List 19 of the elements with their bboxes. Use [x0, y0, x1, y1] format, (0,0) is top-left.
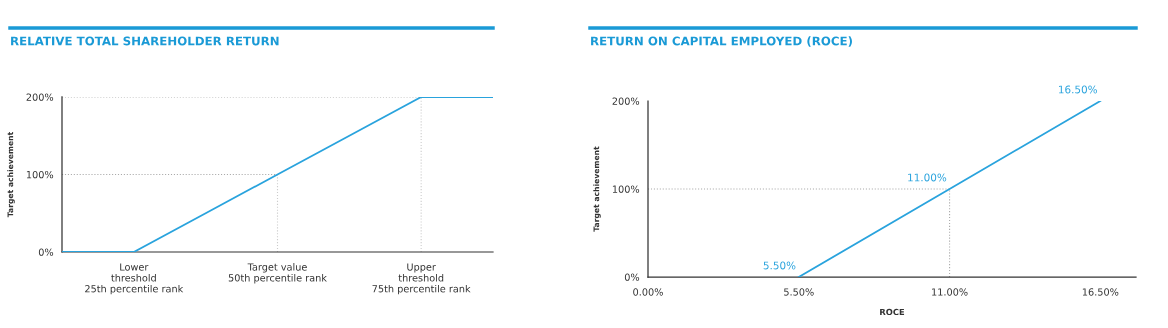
x-tick-label: Target value 50th percentile rank — [228, 263, 327, 284]
y-tick-label: 0% — [38, 248, 54, 256]
x-tick-label: 16.50% — [1082, 288, 1119, 296]
x-tick-label: 5.50% — [784, 288, 814, 296]
x-axis-title: ROCE — [880, 308, 905, 316]
x-tick-label: 0.00% — [633, 288, 663, 296]
x-tick-label: Upper threshold 75th percentile rank — [372, 263, 471, 295]
y-tick-label: 200% — [612, 97, 640, 105]
chart-title: RELATIVE TOTAL SHAREHOLDER RETURN — [11, 36, 279, 46]
y-tick-label: 100% — [612, 185, 640, 193]
x-tick-label: 11.00% — [932, 288, 968, 296]
line-series — [62, 97, 493, 252]
y-tick-label: 100% — [26, 170, 54, 179]
annotation: 16.50% — [1059, 85, 1098, 94]
y-tick-label: 200% — [26, 93, 54, 101]
x-tick-label: Lower threshold 25th percentile rank — [85, 263, 184, 295]
annotation: 11.00% — [908, 173, 947, 182]
y-tick-label: 0% — [624, 273, 640, 281]
chart-title: RETURN ON CAPITAL EMPLOYED (ROCE) — [591, 36, 852, 47]
